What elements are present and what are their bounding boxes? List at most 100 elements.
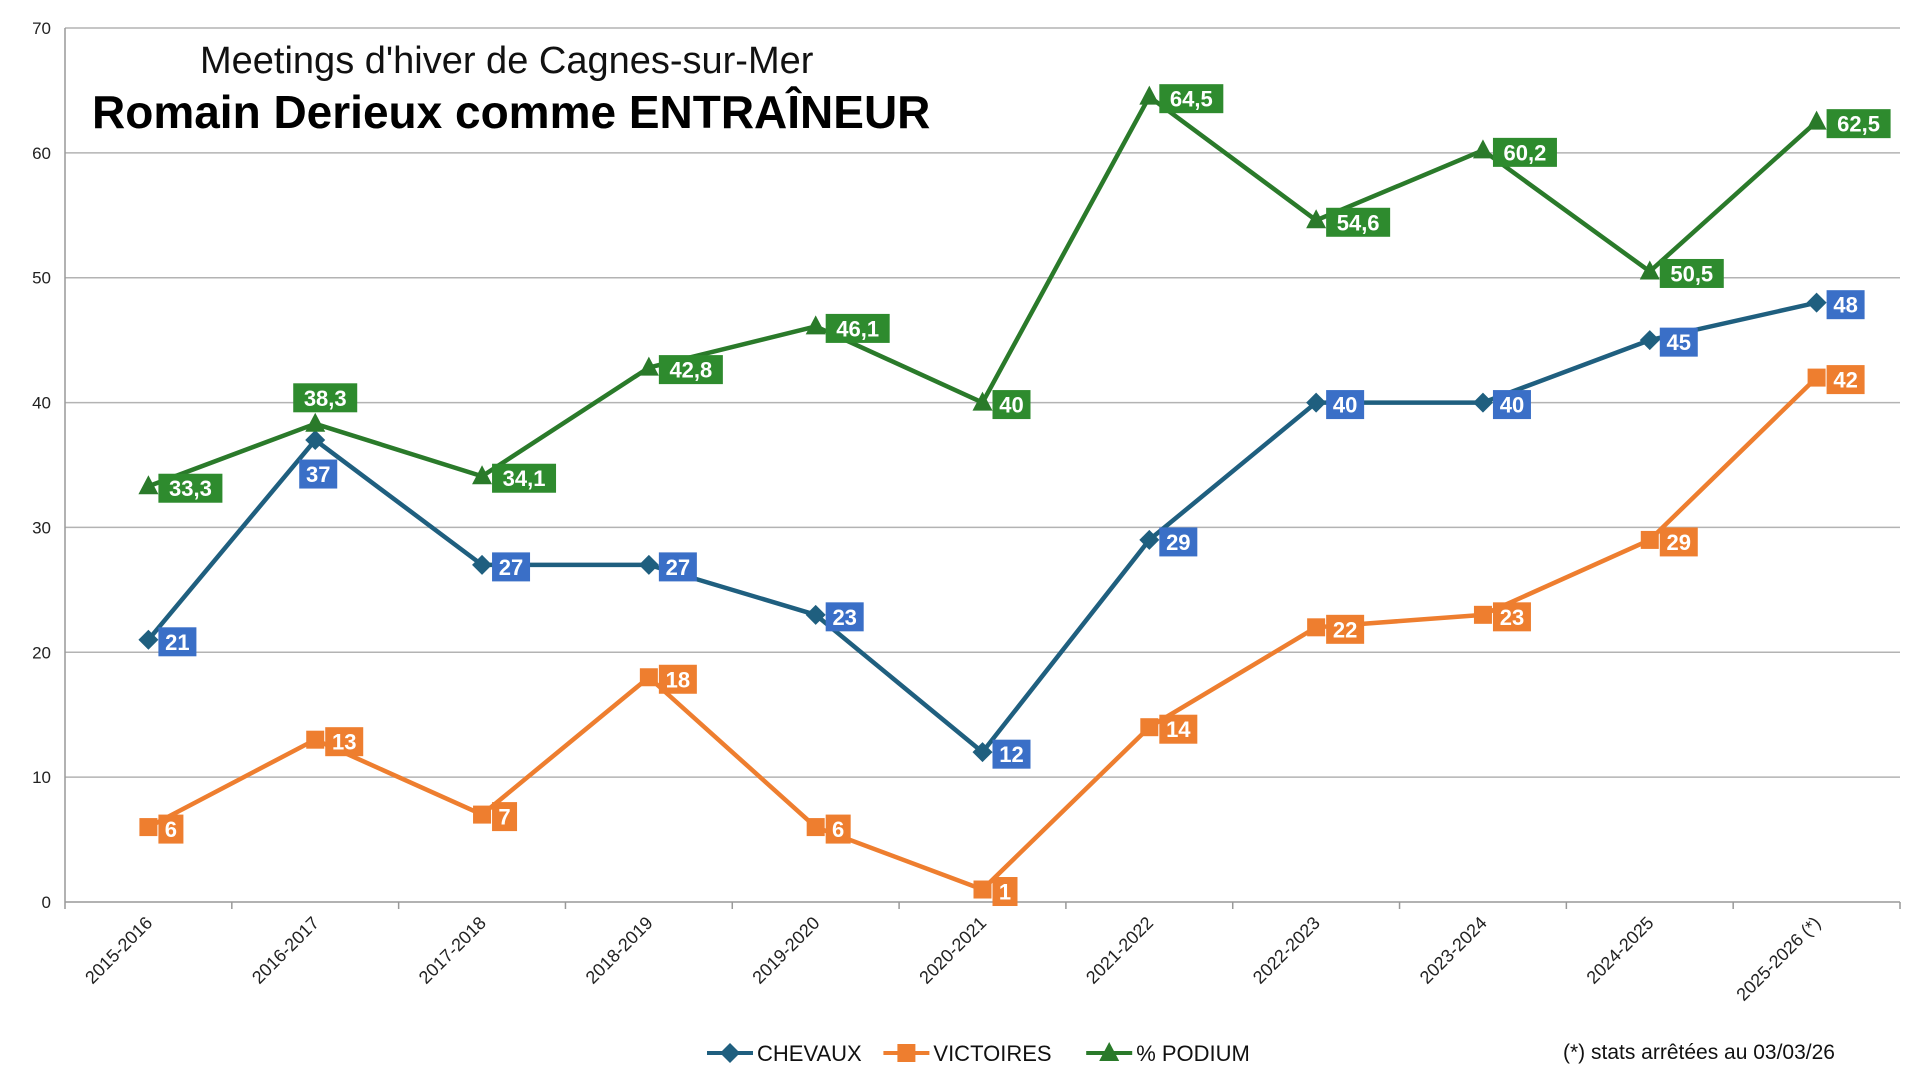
data-label: 37 [306,462,330,487]
data-label-box [1659,527,1698,557]
data-label-box [1326,207,1391,237]
data-label-box [1159,84,1224,114]
data-label: 64,5 [1170,87,1213,112]
data-point [139,818,158,837]
series-line [147,94,1819,489]
data-label: 14 [1166,717,1191,742]
data-point [638,554,659,575]
data-label: 34,1 [503,466,546,491]
y-tick-label: 20 [32,643,51,662]
data-point [897,1044,916,1062]
data-label-box [293,383,358,413]
data-point [973,880,992,899]
y-tick-label: 40 [32,394,51,413]
data-point [473,805,492,824]
data-label: 21 [165,630,189,655]
data-label-box [1159,714,1198,744]
data-point [1639,260,1660,280]
data-point [1307,618,1326,637]
data-label-box [825,814,851,844]
legend-label: % PODIUM [1136,1041,1250,1066]
x-tick-label: 2015-2016 [81,913,156,988]
data-point [472,465,493,485]
data-label-box [658,664,697,694]
x-tick-label: 2020-2021 [915,913,990,988]
data-label: 42,8 [669,358,712,383]
data-label-box [492,552,531,582]
data-point [639,668,658,687]
legend-label: VICTOIRES [933,1041,1051,1066]
data-point [805,315,826,335]
data-point [972,391,993,411]
data-label-box [992,877,1018,907]
data-label-box [1826,290,1865,320]
y-tick-label: 0 [42,893,51,912]
legend-label: CHEVAUX [757,1041,862,1066]
data-point [1306,209,1327,229]
data-label: 40 [1333,393,1357,418]
data-label-box [325,727,364,757]
data-label: 48 [1833,293,1857,318]
data-label-box [1492,390,1531,420]
x-tick-label: 2023-2024 [1416,913,1491,988]
data-point [806,818,825,837]
data-label: 38,3 [304,386,347,411]
y-tick-label: 30 [32,518,51,537]
x-tick-label: 2018-2019 [582,913,657,988]
data-point [1806,110,1827,130]
data-label-box [1326,390,1365,420]
chart-title: Romain Derieux comme ENTRAÎNEUR [92,86,931,138]
data-point [138,475,159,495]
data-label-box [1492,137,1557,167]
data-label-box [1826,365,1865,395]
data-point [1806,292,1827,313]
data-label-box [825,602,864,632]
data-point [972,742,993,763]
x-tick-label: 2024-2025 [1583,913,1658,988]
data-label: 42 [1833,368,1857,393]
data-point [1099,1042,1120,1061]
data-label: 18 [666,667,690,692]
data-label-box [1659,258,1724,288]
data-point [1472,392,1493,413]
data-point [1639,330,1660,351]
data-point [1472,139,1493,159]
data-label-box [1159,527,1198,557]
data-point [1807,368,1826,387]
data-label-box [1826,109,1891,139]
data-point [306,730,325,749]
data-label: 40 [1500,393,1524,418]
data-label: 54,6 [1337,210,1380,235]
data-label-box [1326,614,1365,644]
data-point [1139,85,1160,105]
data-label: 60,2 [1504,140,1547,165]
data-label-box [158,473,223,503]
data-label-box [658,355,723,385]
data-point [305,430,326,451]
data-label-box [825,313,890,343]
data-point [1140,718,1159,737]
data-label: 46,1 [836,316,879,341]
y-tick-label: 10 [32,768,51,787]
data-point [720,1043,740,1063]
data-point [138,629,159,650]
data-label-box [492,463,557,493]
data-label: 33,3 [169,476,212,501]
footnote: (*) stats arrêtées au 03/03/26 [1563,1041,1835,1064]
x-tick-label: 2019-2020 [748,913,823,988]
data-point [1306,392,1327,413]
data-label-box [992,390,1031,420]
data-label: 29 [1667,530,1691,555]
x-tick-label: 2017-2018 [415,913,490,988]
data-point [1473,605,1492,624]
data-label: 50,5 [1670,261,1713,286]
data-point [472,554,493,575]
y-tick-label: 50 [32,269,51,288]
data-label: 7 [498,805,510,830]
data-point [805,604,826,625]
y-tick-label: 60 [32,144,51,163]
data-label: 62,5 [1837,112,1880,137]
data-point [1139,529,1160,550]
